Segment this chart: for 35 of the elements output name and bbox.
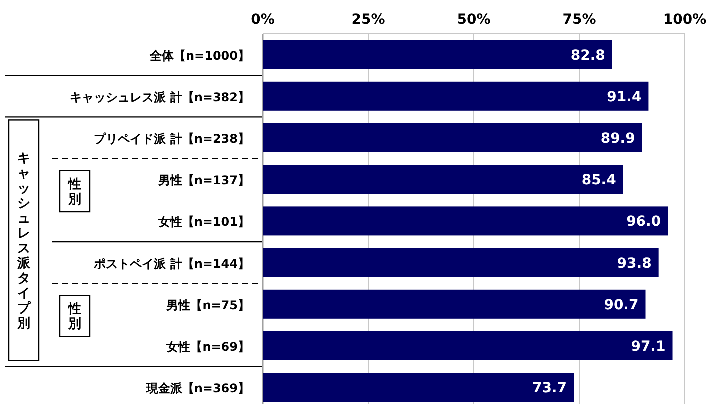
bar — [263, 40, 612, 70]
y-tick-label: 男性【n=137】 — [157, 174, 250, 188]
data-label: 93.8 — [617, 256, 652, 272]
bar — [263, 124, 642, 152]
group-label-box: キャッシュレス派タイプ別 — [8, 120, 40, 362]
y-tick-label: プリペイド派 計【n=238】 — [94, 132, 250, 146]
group-label-box: 性別 — [59, 295, 91, 338]
bar — [263, 206, 668, 236]
data-label: 73.7 — [532, 380, 568, 397]
y-tick-label: 女性【n=69】 — [166, 340, 250, 354]
x-tick-label: 0% — [251, 12, 275, 28]
x-tick-label: 50% — [457, 12, 491, 28]
y-tick-label: 男性【n=75】 — [166, 298, 250, 312]
x-tick-label: 25% — [352, 12, 386, 28]
data-label: 89.9 — [600, 131, 636, 147]
x-tick-label: 75% — [562, 12, 596, 28]
y-tick-label: 全体【n=1000】 — [149, 48, 250, 63]
y-tick-label: キャッシュレス派 計【n=382】 — [70, 90, 250, 104]
x-tick-label: 100% — [663, 12, 707, 28]
y-tick-label: 女性【n=101】 — [157, 215, 250, 230]
bar — [263, 82, 649, 111]
data-label: 90.7 — [604, 297, 639, 314]
bar — [263, 290, 646, 319]
bar — [263, 332, 673, 360]
bar — [263, 165, 624, 194]
bar — [263, 248, 659, 278]
y-tick-label: 現金派【n=369】 — [145, 382, 250, 396]
y-tick-label: ポストペイ派 計【n=144】 — [93, 256, 250, 271]
data-label: 91.4 — [607, 89, 642, 106]
bar — [263, 373, 574, 402]
data-label: 85.4 — [582, 172, 617, 189]
data-label: 82.8 — [570, 48, 606, 64]
data-label: 97.1 — [631, 339, 666, 355]
group-label-box: 性別 — [59, 170, 91, 213]
data-label: 96.0 — [626, 214, 662, 230]
